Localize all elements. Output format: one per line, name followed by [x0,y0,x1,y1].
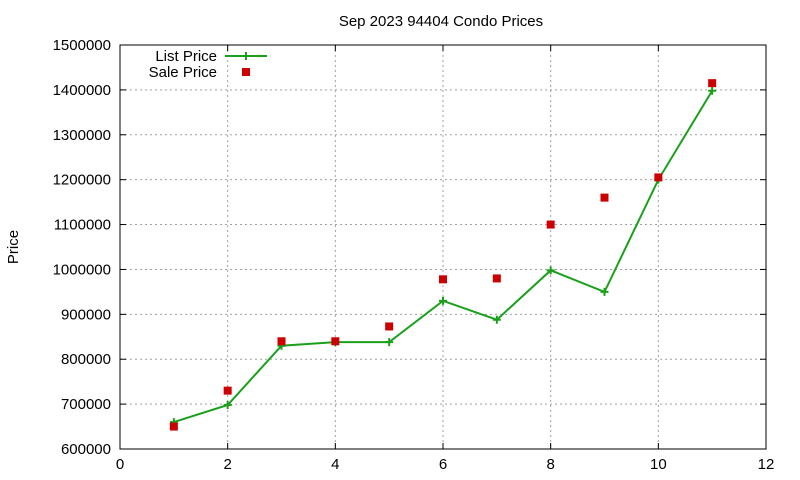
x-tick-label: 12 [758,456,775,473]
x-tick-label: 2 [223,456,231,473]
data-point [492,274,501,283]
y-tick-label: 1500000 [53,37,111,54]
data-point [600,193,609,202]
legend-entry: List Price [155,48,267,65]
x-tick-label: 6 [439,456,447,473]
series-layer [169,79,717,431]
data-point [242,68,250,76]
y-tick-label: 900000 [61,306,111,323]
x-tick-label: 10 [650,456,667,473]
data-point [385,322,394,331]
legend-entry: Sale Price [149,64,250,81]
axis-ticks: 600000 700000 800000 900000 1000000 1100000 12… [53,37,775,473]
data-point [439,296,447,305]
x-tick-label: 0 [116,456,124,473]
y-tick-label: 800000 [61,351,111,368]
data-point [277,337,286,346]
y-tick-label: 1200000 [53,172,111,189]
data-point [169,422,178,431]
y-tick-label: 600000 [61,441,111,458]
x-tick-label: 4 [331,456,339,473]
data-point [654,173,663,182]
plot-frame [119,44,767,450]
data-point [385,338,394,347]
y-tick-label: 1400000 [53,82,111,99]
data-point [331,337,340,346]
data-point [546,220,555,229]
x-tick-label: 8 [546,456,554,473]
y-axis-label: Price [5,230,22,264]
y-tick-label: 1000000 [53,261,111,278]
grid [120,45,766,449]
data-point [439,275,447,284]
data-point [492,315,501,324]
legend-label: Sale Price [149,64,217,81]
data-point [546,266,555,275]
data-point [600,287,609,296]
data-point [708,79,717,88]
legend-label: List Price [155,48,217,65]
data-point [708,86,717,95]
y-tick-label: 1300000 [53,127,111,144]
data-point [223,386,232,395]
y-tick-label: 1100000 [54,217,111,234]
series-2 [169,79,717,431]
data-point [223,401,232,410]
y-tick-label: 700000 [61,396,111,413]
chart-title: Sep 2023 94404 Condo Prices [339,13,543,30]
data-point [242,52,250,60]
